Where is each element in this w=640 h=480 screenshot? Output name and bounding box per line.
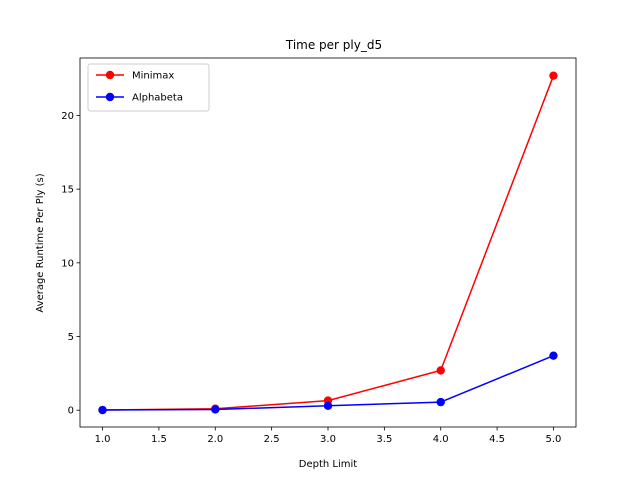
legend-label-alphabeta: Alphabeta bbox=[132, 93, 183, 104]
y-tick-label: 15 bbox=[61, 185, 74, 196]
x-tick-label: 3.5 bbox=[376, 434, 392, 445]
data-point-minimax bbox=[436, 366, 445, 375]
x-tick-label: 2.0 bbox=[207, 434, 223, 445]
data-point-alphabeta bbox=[549, 351, 558, 360]
y-tick-label: 20 bbox=[61, 111, 74, 122]
data-point-alphabeta bbox=[98, 405, 107, 415]
x-tick-label: 1.0 bbox=[95, 434, 111, 445]
y-tick-label: 5 bbox=[68, 332, 74, 343]
x-tick-label: 3.0 bbox=[320, 434, 336, 445]
data-point-alphabeta bbox=[211, 405, 220, 414]
x-tick-label: 2.5 bbox=[264, 434, 280, 445]
legend-marker-minimax bbox=[105, 70, 115, 80]
x-axis-label: Depth Limit bbox=[299, 459, 358, 470]
legend-marker-alphabeta bbox=[105, 92, 115, 102]
y-tick-label: 10 bbox=[61, 258, 74, 269]
data-point-minimax bbox=[549, 71, 558, 80]
x-tick-label: 5.0 bbox=[546, 434, 562, 445]
x-tick-label: 4.5 bbox=[489, 434, 505, 445]
y-tick-label: 0 bbox=[68, 406, 74, 417]
data-point-alphabeta bbox=[436, 397, 445, 407]
y-axis-label: Average Runtime Per Ply (s) bbox=[35, 173, 46, 312]
data-point-alphabeta bbox=[323, 401, 333, 410]
chart-title: Time per ply_d5 bbox=[285, 38, 382, 52]
x-tick-label: 1.5 bbox=[151, 434, 167, 445]
plot-area: 1.0 1.5 2.0 2.5 3.0 3.5 4.0 4.5 5.0 0 5 10 15 20 Minim… bbox=[61, 57, 577, 445]
legend-label-minimax: Minimax bbox=[132, 71, 174, 82]
x-tick-label: 4.0 bbox=[433, 434, 449, 445]
